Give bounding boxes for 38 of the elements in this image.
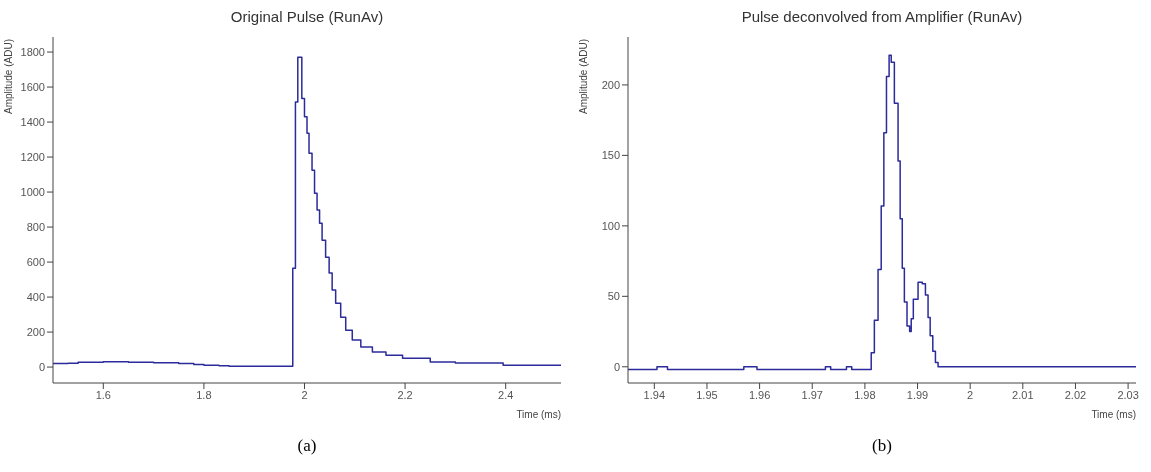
x-tick-label: 1.94: [643, 388, 666, 401]
x-tick-label: 2.01: [1012, 388, 1034, 401]
x-axis-title: Time (ms): [516, 409, 561, 420]
x-tick-label: 1.97: [801, 388, 823, 401]
y-tick-label: 0: [613, 360, 620, 373]
y-tick-label: 400: [26, 290, 45, 303]
y-tick-label: 1800: [20, 45, 45, 58]
text: (b): [871, 436, 893, 456]
y-tick-label: 1000: [20, 185, 45, 198]
x-tick-label: 1.98: [854, 388, 876, 401]
y-tick-label: 1400: [20, 115, 45, 128]
x-tick-label: 1.99: [906, 388, 929, 401]
y-tick-label: 200: [601, 78, 620, 91]
y-tick-label: 600: [26, 255, 45, 268]
y-tick-label: 0: [38, 360, 45, 373]
x-tick-label: 2.4: [498, 388, 514, 401]
y-tick-label: 150: [601, 149, 620, 162]
x-tick-label: 2.03: [1117, 388, 1139, 401]
x-tick-label: 2: [301, 388, 308, 401]
x-tick-label: 1.96: [748, 388, 771, 401]
x-tick-label: 1.95: [696, 388, 718, 401]
x-axis-title: Time (ms): [1091, 409, 1136, 420]
x-tick-label: 2.02: [1064, 388, 1087, 401]
y-tick-label: 200: [26, 325, 45, 338]
y-tick-label: 50: [607, 290, 620, 303]
text: (a): [296, 436, 318, 456]
x-tick-label: 2: [967, 388, 974, 401]
x-tick-label: 1.8: [196, 388, 212, 401]
y-tick-label: 100: [601, 219, 620, 232]
x-tick-label: 1.6: [95, 388, 111, 401]
y-tick-label: 800: [26, 220, 45, 233]
y-axis-title: Amplitude (ADU): [3, 39, 14, 115]
x-tick-label: 2.2: [397, 388, 413, 401]
chart-title: Original Pulse (RunAv): [229, 8, 385, 25]
y-tick-label: 1600: [20, 80, 45, 93]
y-tick-label: 1200: [20, 150, 45, 163]
chart-title: Pulse deconvolved from Amplifier (RunAv): [740, 8, 1024, 25]
y-axis-title: Amplitude (ADU): [578, 39, 589, 115]
